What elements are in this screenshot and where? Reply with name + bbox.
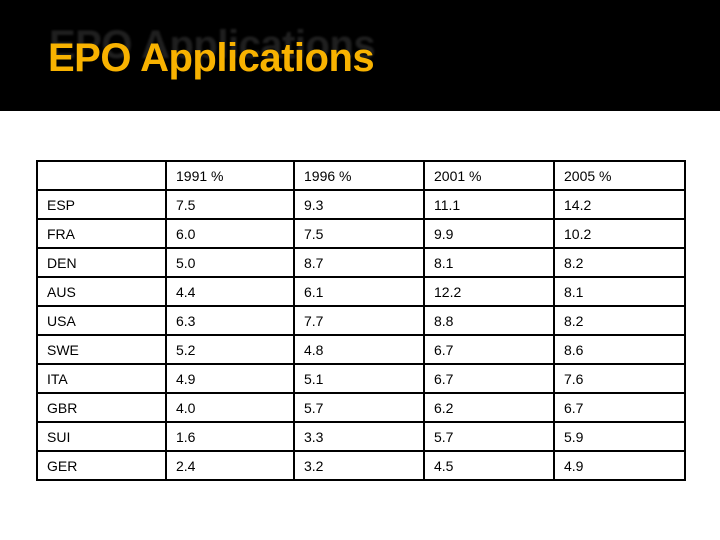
table-cell: 4.9 xyxy=(165,363,295,394)
table-row-fra: FRA 6.0 7.5 9.9 10.2 xyxy=(36,218,686,249)
table-cell: 8.1 xyxy=(423,247,555,278)
table-cell: 11.1 xyxy=(423,189,555,220)
table-cell: 4.9 xyxy=(553,450,686,481)
table-cell: 5.7 xyxy=(293,392,425,423)
table-cell: 8.2 xyxy=(553,247,686,278)
row-label: ITA xyxy=(36,363,167,394)
table-cell: 5.1 xyxy=(293,363,425,394)
table-cell: 14.2 xyxy=(553,189,686,220)
title-banner: EPO Applications xyxy=(0,0,720,111)
epo-applications-table: 1991 % 1996 % 2001 % 2005 % ESP 7.5 9.3 … xyxy=(36,160,686,481)
table-cell: 6.0 xyxy=(165,218,295,249)
table-cell: 7.7 xyxy=(293,305,425,336)
row-label: GBR xyxy=(36,392,167,423)
header-cell-blank xyxy=(36,160,167,191)
table-cell: 1.6 xyxy=(165,421,295,452)
table-cell: 9.3 xyxy=(293,189,425,220)
table-cell: 8.8 xyxy=(423,305,555,336)
table-cell: 5.2 xyxy=(165,334,295,365)
table-cell: 2.4 xyxy=(165,450,295,481)
table-cell: 3.2 xyxy=(293,450,425,481)
row-label: USA xyxy=(36,305,167,336)
table-row-ita: ITA 4.9 5.1 6.7 7.6 xyxy=(36,363,686,394)
table-header: 1991 % 1996 % 2001 % 2005 % xyxy=(36,160,686,191)
table-body: ESP 7.5 9.3 11.1 14.2 FRA 6.0 7.5 9.9 10… xyxy=(36,189,686,481)
table-cell: 5.7 xyxy=(423,421,555,452)
table-row-swe: SWE 5.2 4.8 6.7 8.6 xyxy=(36,334,686,365)
table-cell: 4.4 xyxy=(165,276,295,307)
table-row-gbr: GBR 4.0 5.7 6.2 6.7 xyxy=(36,392,686,423)
table-cell: 5.9 xyxy=(553,421,686,452)
table-cell: 7.5 xyxy=(293,218,425,249)
table-row-usa: USA 6.3 7.7 8.8 8.2 xyxy=(36,305,686,336)
row-label: SUI xyxy=(36,421,167,452)
row-label: DEN xyxy=(36,247,167,278)
table-cell: 8.2 xyxy=(553,305,686,336)
table-cell: 7.6 xyxy=(553,363,686,394)
row-label: GER xyxy=(36,450,167,481)
table-cell: 8.1 xyxy=(553,276,686,307)
table-cell: 12.2 xyxy=(423,276,555,307)
table-cell: 8.7 xyxy=(293,247,425,278)
table-cell: 6.7 xyxy=(423,334,555,365)
table-cell: 4.8 xyxy=(293,334,425,365)
table-cell: 3.3 xyxy=(293,421,425,452)
table-cell: 6.7 xyxy=(423,363,555,394)
header-cell-1991: 1991 % xyxy=(165,160,295,191)
row-label: AUS xyxy=(36,276,167,307)
table-cell: 8.6 xyxy=(553,334,686,365)
table-cell: 6.1 xyxy=(293,276,425,307)
table-cell: 6.2 xyxy=(423,392,555,423)
table-header-row: 1991 % 1996 % 2001 % 2005 % xyxy=(36,160,686,191)
table-cell: 9.9 xyxy=(423,218,555,249)
table-row-sui: SUI 1.6 3.3 5.7 5.9 xyxy=(36,421,686,452)
table-cell: 5.0 xyxy=(165,247,295,278)
table-row-aus: AUS 4.4 6.1 12.2 8.1 xyxy=(36,276,686,307)
table-cell: 7.5 xyxy=(165,189,295,220)
table-row-den: DEN 5.0 8.7 8.1 8.2 xyxy=(36,247,686,278)
table-row-esp: ESP 7.5 9.3 11.1 14.2 xyxy=(36,189,686,220)
table-cell: 4.0 xyxy=(165,392,295,423)
row-label: FRA xyxy=(36,218,167,249)
slide-title: EPO Applications xyxy=(48,36,375,80)
table-row-ger: GER 2.4 3.2 4.5 4.9 xyxy=(36,450,686,481)
header-cell-2005: 2005 % xyxy=(553,160,686,191)
header-cell-2001: 2001 % xyxy=(423,160,555,191)
row-label: ESP xyxy=(36,189,167,220)
header-cell-1996: 1996 % xyxy=(293,160,425,191)
table-cell: 6.7 xyxy=(553,392,686,423)
table-cell: 6.3 xyxy=(165,305,295,336)
table-cell: 10.2 xyxy=(553,218,686,249)
row-label: SWE xyxy=(36,334,167,365)
table-cell: 4.5 xyxy=(423,450,555,481)
